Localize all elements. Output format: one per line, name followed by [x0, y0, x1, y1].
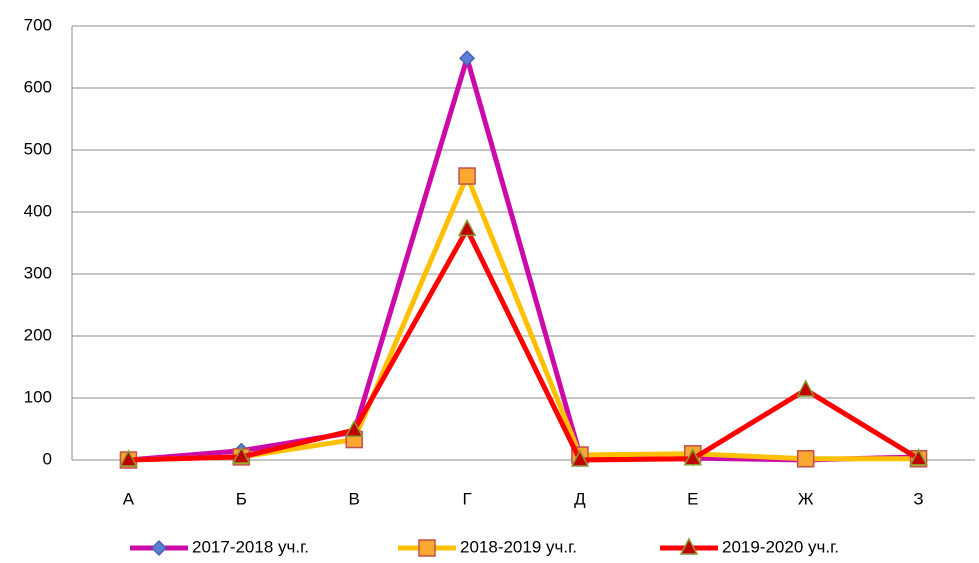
data-point: [457, 218, 477, 237]
legend-label: 2018-2019 уч.г.: [460, 537, 577, 556]
data-point: [119, 449, 138, 467]
legend-marker: [679, 537, 699, 555]
data-point: [570, 449, 590, 467]
series-line: [128, 55, 919, 463]
data-point: [459, 50, 476, 67]
x-tick-label: Д: [574, 489, 586, 508]
y-tick-label: 700: [24, 15, 52, 34]
data-point: [232, 446, 251, 464]
series-line: [128, 173, 919, 463]
x-tick-label: Г: [462, 489, 471, 508]
legend-marker: [150, 539, 168, 557]
legend-marker: [418, 539, 436, 557]
y-tick-label: 500: [24, 139, 52, 158]
x-tick-label: А: [123, 489, 135, 508]
data-point: [909, 448, 928, 466]
x-tick-label: Ж: [798, 489, 814, 508]
x-tick-label: Б: [236, 489, 247, 508]
y-tick-label: 600: [24, 77, 52, 96]
series-line: [128, 226, 920, 463]
x-tick-label: Е: [687, 489, 698, 508]
y-tick-label: 300: [24, 263, 52, 282]
data-point: [796, 379, 815, 397]
y-tick-label: 100: [24, 387, 52, 406]
data-point: [683, 448, 703, 466]
y-tick-label: 400: [24, 201, 52, 220]
legend-label: 2017-2018 уч.г.: [192, 537, 309, 556]
data-point: [458, 167, 476, 185]
data-point: [796, 450, 815, 468]
legend-label: 2019-2020 уч.г.: [722, 537, 839, 556]
x-tick-label: З: [913, 489, 923, 508]
y-tick-label: 200: [24, 325, 52, 344]
x-tick-label: В: [349, 489, 360, 508]
data-point: [344, 419, 364, 437]
y-tick-label: 0: [43, 449, 52, 468]
